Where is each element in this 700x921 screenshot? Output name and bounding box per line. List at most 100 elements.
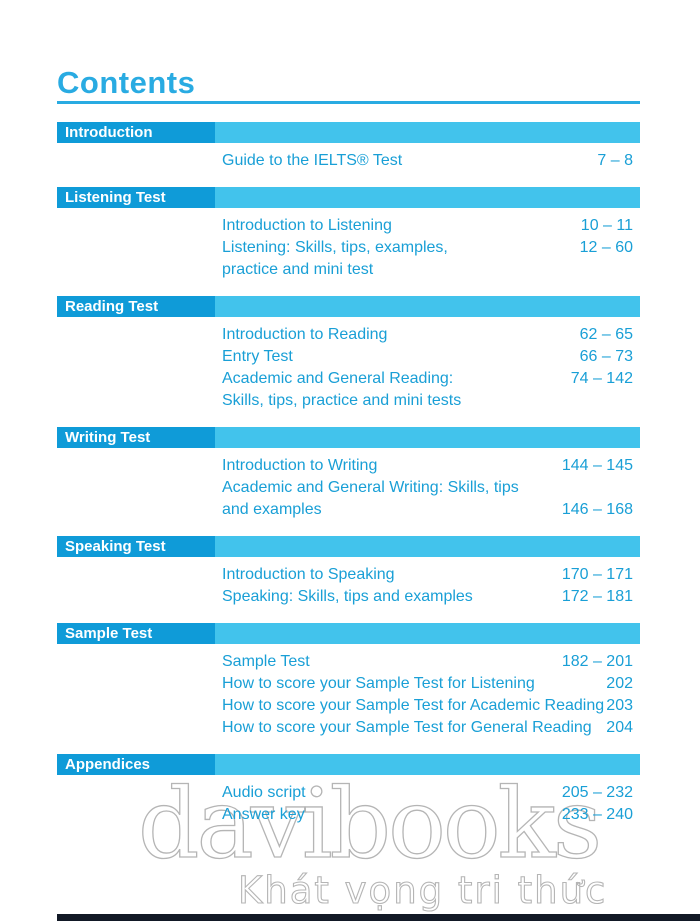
section-header-bar: Sample Test bbox=[57, 623, 640, 644]
toc-entry-title: Introduction to Reading bbox=[222, 326, 388, 343]
toc-entry-pages: 10 – 11 bbox=[580, 217, 633, 234]
toc-entry-pages: 12 – 60 bbox=[579, 239, 633, 256]
toc-section: Listening Test Introduction to Listening 1… bbox=[57, 187, 640, 281]
section-entries: Guide to the IELTS® Test 7 – 8 bbox=[57, 150, 640, 172]
toc-entry-pages: 203 bbox=[606, 697, 633, 714]
toc-entry-line: How to score your Sample Test for Genera… bbox=[222, 717, 640, 739]
section-header-label-bg: Writing Test bbox=[57, 427, 215, 448]
toc-entry-title: Sample Test bbox=[222, 653, 310, 670]
toc-entry-pages: 74 – 142 bbox=[570, 370, 633, 387]
toc-entry-title: Introduction to Speaking bbox=[222, 566, 395, 583]
bottom-scan-bar bbox=[57, 914, 700, 921]
section-header-bar: Speaking Test bbox=[57, 536, 640, 557]
toc-sections: Introduction Guide to the IELTS® Test 7 – … bbox=[57, 122, 640, 826]
toc-entry-pages: 172 – 181 bbox=[561, 588, 633, 605]
toc-entry-line: Academic and General Writing: Skills, ti… bbox=[222, 477, 640, 499]
section-entries: Introduction to Speaking 170 – 171 Speakin… bbox=[57, 564, 640, 608]
toc-entry-line: Entry Test 66 – 73 bbox=[222, 346, 640, 368]
section-entries: Introduction to Listening 10 – 11 Listenin… bbox=[57, 215, 640, 281]
toc-entry-pages: 144 – 145 bbox=[561, 457, 633, 474]
section-header-label: Introduction bbox=[65, 124, 153, 141]
section-header-label: Listening Test bbox=[65, 189, 166, 206]
section-header-extension bbox=[215, 187, 640, 208]
toc-entry-line: Introduction to Writing 144 – 145 bbox=[222, 455, 640, 477]
title-underline-rule: Contents bbox=[57, 66, 640, 104]
toc-entry-line: Sample Test 182 – 201 bbox=[222, 651, 640, 673]
toc-entry-title: Skills, tips, practice and mini tests bbox=[222, 392, 462, 409]
section-entries: Audio script 205 – 232 Answer key 233 – 240 bbox=[57, 782, 640, 826]
section-header-extension bbox=[215, 754, 640, 775]
toc-section: Writing Test Introduction to Writing 144 –… bbox=[57, 427, 640, 521]
toc-entry-title: Introduction to Writing bbox=[222, 457, 378, 474]
toc-entry-pages: 233 – 240 bbox=[561, 806, 633, 823]
section-header-extension bbox=[215, 536, 640, 557]
toc-entry-pages: 202 bbox=[606, 675, 633, 692]
toc-entry-line: Introduction to Reading 62 – 65 bbox=[222, 324, 640, 346]
toc-entry-line: and examples 146 – 168 bbox=[222, 499, 640, 521]
section-header-label: Speaking Test bbox=[65, 538, 166, 555]
toc-entry-title: How to score your Sample Test for Genera… bbox=[222, 719, 592, 736]
watermark-brand-text: davibooks bbox=[137, 768, 602, 880]
toc-entry-pages: 170 – 171 bbox=[561, 566, 633, 583]
section-header-extension bbox=[215, 122, 640, 143]
toc-entry-pages: 146 – 168 bbox=[561, 501, 633, 518]
toc-entry-line: Introduction to Listening 10 – 11 bbox=[222, 215, 640, 237]
section-header-bar: Reading Test bbox=[57, 296, 640, 317]
toc-entry-line: Academic and General Reading: 74 – 142 bbox=[222, 368, 640, 390]
toc-entry-pages: 205 – 232 bbox=[561, 784, 633, 801]
section-header-extension bbox=[215, 427, 640, 448]
section-header-label: Writing Test bbox=[65, 429, 151, 446]
toc-entry-title: Academic and General Reading: bbox=[222, 370, 454, 387]
toc-entry-title: practice and mini test bbox=[222, 261, 374, 278]
toc-section: Reading Test Introduction to Reading 62 – … bbox=[57, 296, 640, 412]
toc-entry-title: How to score your Sample Test for Academ… bbox=[222, 697, 605, 714]
toc-content: Contents Introduction Guide to the IELTS®… bbox=[57, 0, 640, 826]
toc-entry-line: practice and mini test bbox=[222, 259, 640, 281]
toc-entry-title: Academic and General Writing: Skills, ti… bbox=[222, 479, 519, 496]
section-entries: Introduction to Writing 144 – 145 Academic… bbox=[57, 455, 640, 521]
toc-entry-pages: 182 – 201 bbox=[561, 653, 633, 670]
section-header-label-bg: Sample Test bbox=[57, 623, 215, 644]
section-header-label-bg: Listening Test bbox=[57, 187, 215, 208]
section-entries: Sample Test 182 – 201 How to score your Sa… bbox=[57, 651, 640, 739]
section-header-label-bg: Reading Test bbox=[57, 296, 215, 317]
section-header-extension bbox=[215, 296, 640, 317]
section-header-bar: Writing Test bbox=[57, 427, 640, 448]
section-header-label: Reading Test bbox=[65, 298, 159, 315]
toc-section: Appendices Audio script 205 – 232 Answer ke… bbox=[57, 754, 640, 826]
toc-entry-title: Introduction to Listening bbox=[222, 217, 392, 234]
toc-entry-title: Guide to the IELTS® Test bbox=[222, 152, 403, 169]
toc-entry-pages: 62 – 65 bbox=[579, 326, 633, 343]
watermark-tagline-text: Khát vọng tri thức bbox=[237, 869, 608, 912]
toc-entry-line: Introduction to Speaking 170 – 171 bbox=[222, 564, 640, 586]
toc-entry-title: Speaking: Skills, tips and examples bbox=[222, 588, 473, 605]
toc-entry-title: Entry Test bbox=[222, 348, 293, 365]
toc-entry-line: Speaking: Skills, tips and examples 172 –… bbox=[222, 586, 640, 608]
toc-entry-line: Audio script 205 – 232 bbox=[222, 782, 640, 804]
section-header-label: Sample Test bbox=[65, 625, 153, 642]
toc-entry-line: Guide to the IELTS® Test 7 – 8 bbox=[222, 150, 640, 172]
toc-section: Sample Test Sample Test 182 – 201 How to sc… bbox=[57, 623, 640, 739]
toc-entry-line: Listening: Skills, tips, examples, 12 – 6… bbox=[222, 237, 640, 259]
section-header-label-bg: Appendices bbox=[57, 754, 215, 775]
section-header-label: Appendices bbox=[65, 756, 151, 773]
toc-entry-title: Answer key bbox=[222, 806, 305, 823]
toc-section: Speaking Test Introduction to Speaking 170… bbox=[57, 536, 640, 608]
section-header-bar: Listening Test bbox=[57, 187, 640, 208]
toc-entry-pages: 66 – 73 bbox=[579, 348, 633, 365]
section-header-bar: Appendices bbox=[57, 754, 640, 775]
page-title: Contents bbox=[57, 65, 196, 100]
toc-entry-title: How to score your Sample Test for Listen… bbox=[222, 675, 535, 692]
section-header-label-bg: Speaking Test bbox=[57, 536, 215, 557]
toc-entry-line: Answer key 233 – 240 bbox=[222, 804, 640, 826]
toc-entry-title: Audio script bbox=[222, 784, 306, 801]
toc-entry-line: Skills, tips, practice and mini tests bbox=[222, 390, 640, 412]
section-header-bar: Introduction bbox=[57, 122, 640, 143]
toc-entry-title: and examples bbox=[222, 501, 322, 518]
toc-entry-pages: 7 – 8 bbox=[597, 152, 633, 169]
toc-entry-line: How to score your Sample Test for Academ… bbox=[222, 695, 640, 717]
toc-entry-pages: 204 bbox=[606, 719, 633, 736]
section-header-extension bbox=[215, 623, 640, 644]
toc-section: Introduction Guide to the IELTS® Test 7 – … bbox=[57, 122, 640, 172]
